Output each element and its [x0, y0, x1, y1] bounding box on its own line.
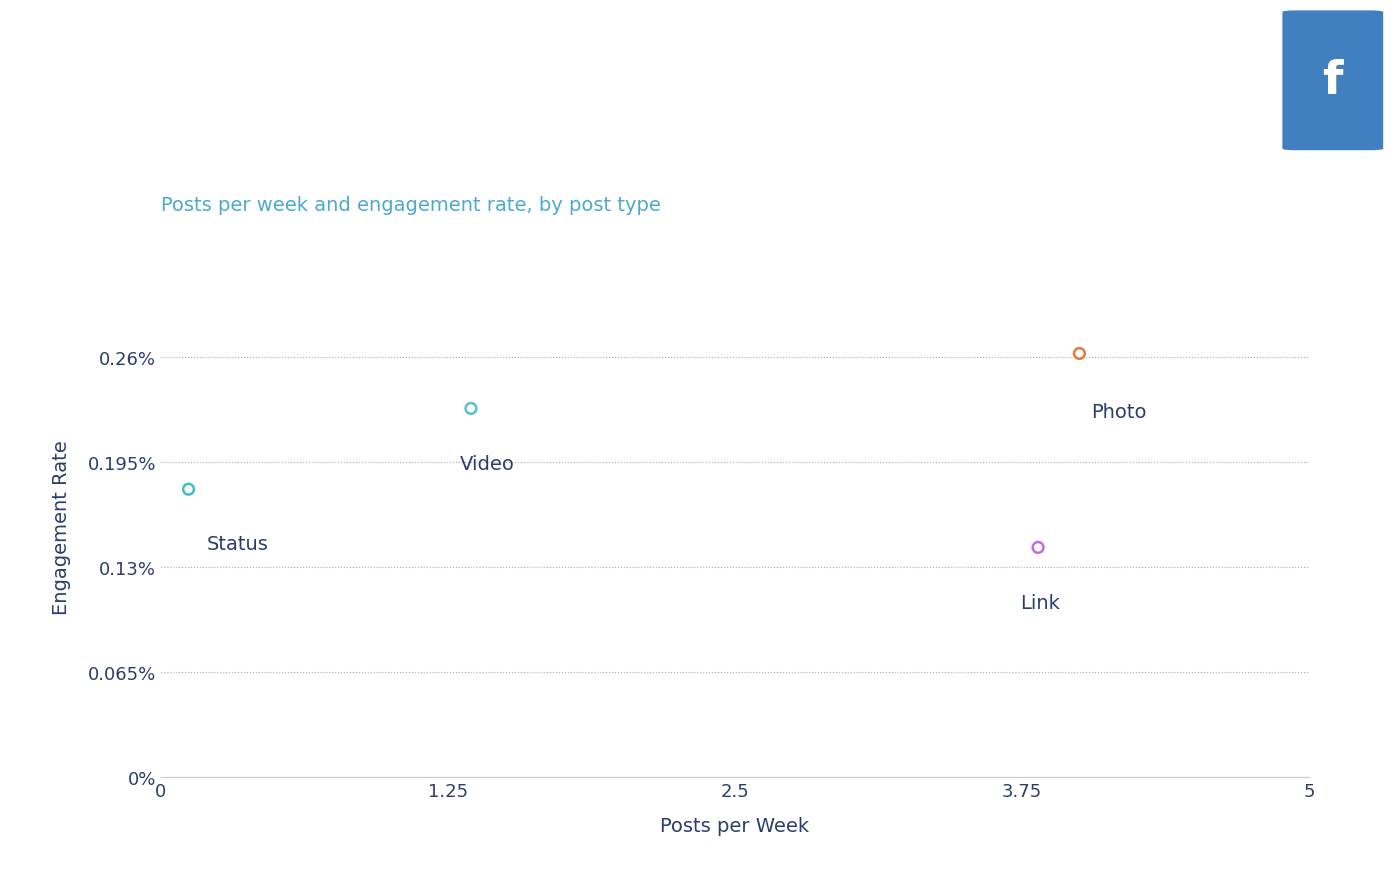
Text: Status: Status [207, 535, 269, 554]
Point [178, 483, 200, 497]
Text: f: f [1323, 59, 1343, 104]
Text: FACEBOOK ENGAGEMENT: FACEBOOK ENGAGEMENT [84, 96, 675, 138]
Text: Photo: Photo [1091, 402, 1147, 421]
Y-axis label: Engagement Rate: Engagement Rate [52, 440, 71, 614]
Text: Posts per week and engagement rate, by post type: Posts per week and engagement rate, by p… [161, 196, 661, 215]
X-axis label: Posts per Week: Posts per Week [661, 817, 809, 836]
FancyBboxPatch shape [1282, 11, 1383, 151]
Text: Video: Video [459, 454, 514, 473]
Point [1068, 347, 1091, 361]
Point [1026, 541, 1049, 555]
Point [459, 402, 482, 416]
Text: HIGHER ED:: HIGHER ED: [84, 25, 358, 67]
Text: Link: Link [1019, 593, 1060, 612]
